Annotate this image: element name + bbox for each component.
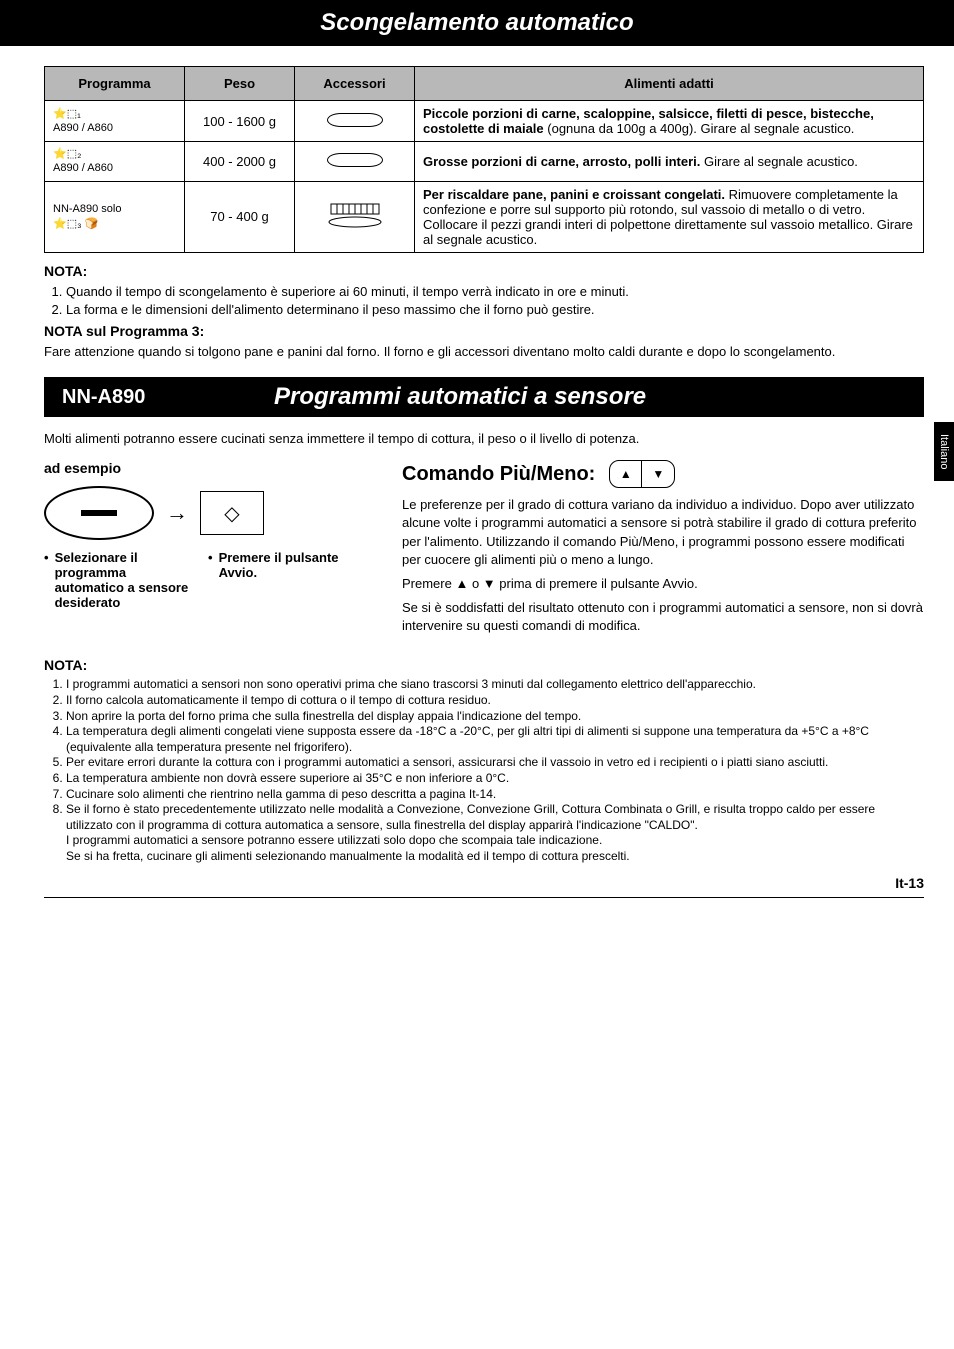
rack-tray-icon bbox=[327, 202, 383, 228]
list-item: I programmi automatici a sensori non son… bbox=[66, 677, 924, 693]
page-number: It-13 bbox=[44, 875, 924, 891]
cell-peso: 70 - 400 g bbox=[185, 181, 295, 252]
example-head: ad esempio bbox=[44, 460, 384, 476]
th-programma: Programma bbox=[45, 67, 185, 101]
section-bar-2: NN-A890 Programmi automatici a sensore bbox=[44, 377, 924, 417]
cell-alimenti: Per riscaldare pane, panini e croissant … bbox=[415, 181, 924, 252]
list-item: Se il forno è stato precedentemente util… bbox=[66, 802, 924, 864]
cell-peso: 100 - 1600 g bbox=[185, 101, 295, 142]
table-row: ⭐⬚₁A890 / A860100 - 1600 g Piccole porzio… bbox=[45, 101, 924, 142]
list-item: Cucinare solo alimenti che rientrino nel… bbox=[66, 787, 924, 803]
section-title-2: Programmi automatici a sensore bbox=[274, 383, 646, 411]
cell-alimenti: Grosse porzioni di carne, arrosto, polli… bbox=[415, 142, 924, 182]
caption-2: Premere il pulsante Avvio. bbox=[208, 550, 358, 610]
list-item: Per evitare errori durante la cottura co… bbox=[66, 755, 924, 771]
cell-accessori bbox=[295, 101, 415, 142]
cell-programma: NN-A890 solo⭐⬚₃ 🍞 bbox=[45, 181, 185, 252]
list-item: Il forno calcola automaticamente il temp… bbox=[66, 693, 924, 709]
dial-icon bbox=[44, 486, 154, 540]
table-row: ⭐⬚₂A890 / A860400 - 2000 g Grosse porzion… bbox=[45, 142, 924, 182]
cmd-p1: Le preferenze per il grado di cottura va… bbox=[402, 496, 924, 569]
th-accessori: Accessori bbox=[295, 67, 415, 101]
cmd-head-text: Comando Più/Meno: bbox=[402, 463, 595, 486]
th-peso: Peso bbox=[185, 67, 295, 101]
cell-peso: 400 - 2000 g bbox=[185, 142, 295, 182]
bottom-rule bbox=[44, 897, 924, 898]
language-tab: Italiano bbox=[934, 422, 954, 481]
cell-accessori bbox=[295, 181, 415, 252]
caption-1: Selezionare il programma automatico a se… bbox=[44, 550, 194, 610]
model-label: NN-A890 bbox=[44, 386, 274, 409]
nota2-head: NOTA: bbox=[44, 657, 924, 673]
section-title-1: Scongelamento automatico bbox=[0, 0, 954, 46]
list-item: La forma e le dimensioni dell'alimento d… bbox=[66, 301, 924, 319]
cmd-p3: Se si è soddisfatti del risultato ottenu… bbox=[402, 599, 924, 635]
down-icon: ▼ bbox=[642, 461, 674, 487]
list-item: Non aprire la porta del forno prima che … bbox=[66, 709, 924, 725]
th-alimenti: Alimenti adatti bbox=[415, 67, 924, 101]
start-button-icon: ◇ bbox=[200, 491, 264, 535]
nota1-subhead: NOTA sul Programma 3: bbox=[44, 323, 924, 339]
intro-text: Molti alimenti potranno essere cucinati … bbox=[44, 431, 924, 446]
table-row: NN-A890 solo⭐⬚₃ 🍞70 - 400 g Per riscaldar… bbox=[45, 181, 924, 252]
list-item: Quando il tempo di scongelamento è super… bbox=[66, 283, 924, 301]
cmd-p2: Premere ▲ o ▼ prima di premere il pulsan… bbox=[402, 575, 924, 593]
nota1-head: NOTA: bbox=[44, 263, 924, 279]
tray-icon bbox=[327, 113, 383, 127]
cell-accessori bbox=[295, 142, 415, 182]
cell-programma: ⭐⬚₂A890 / A860 bbox=[45, 142, 185, 182]
arrow-icon: → bbox=[166, 500, 188, 526]
list-item: La temperatura ambiente non dovrà essere… bbox=[66, 771, 924, 787]
more-less-buttons: ▲ ▼ bbox=[609, 460, 675, 488]
defrost-table: Programma Peso Accessori Alimenti adatti… bbox=[44, 66, 924, 253]
nota1-list: Quando il tempo di scongelamento è super… bbox=[44, 283, 924, 319]
nota2-list: I programmi automatici a sensori non son… bbox=[44, 677, 924, 864]
cell-alimenti: Piccole porzioni di carne, scaloppine, s… bbox=[415, 101, 924, 142]
cell-programma: ⭐⬚₁A890 / A860 bbox=[45, 101, 185, 142]
up-icon: ▲ bbox=[610, 461, 642, 487]
list-item: La temperatura degli alimenti congelati … bbox=[66, 724, 924, 755]
nota1-subtext: Fare attenzione quando si tolgono pane e… bbox=[44, 343, 924, 361]
tray-icon bbox=[327, 153, 383, 167]
